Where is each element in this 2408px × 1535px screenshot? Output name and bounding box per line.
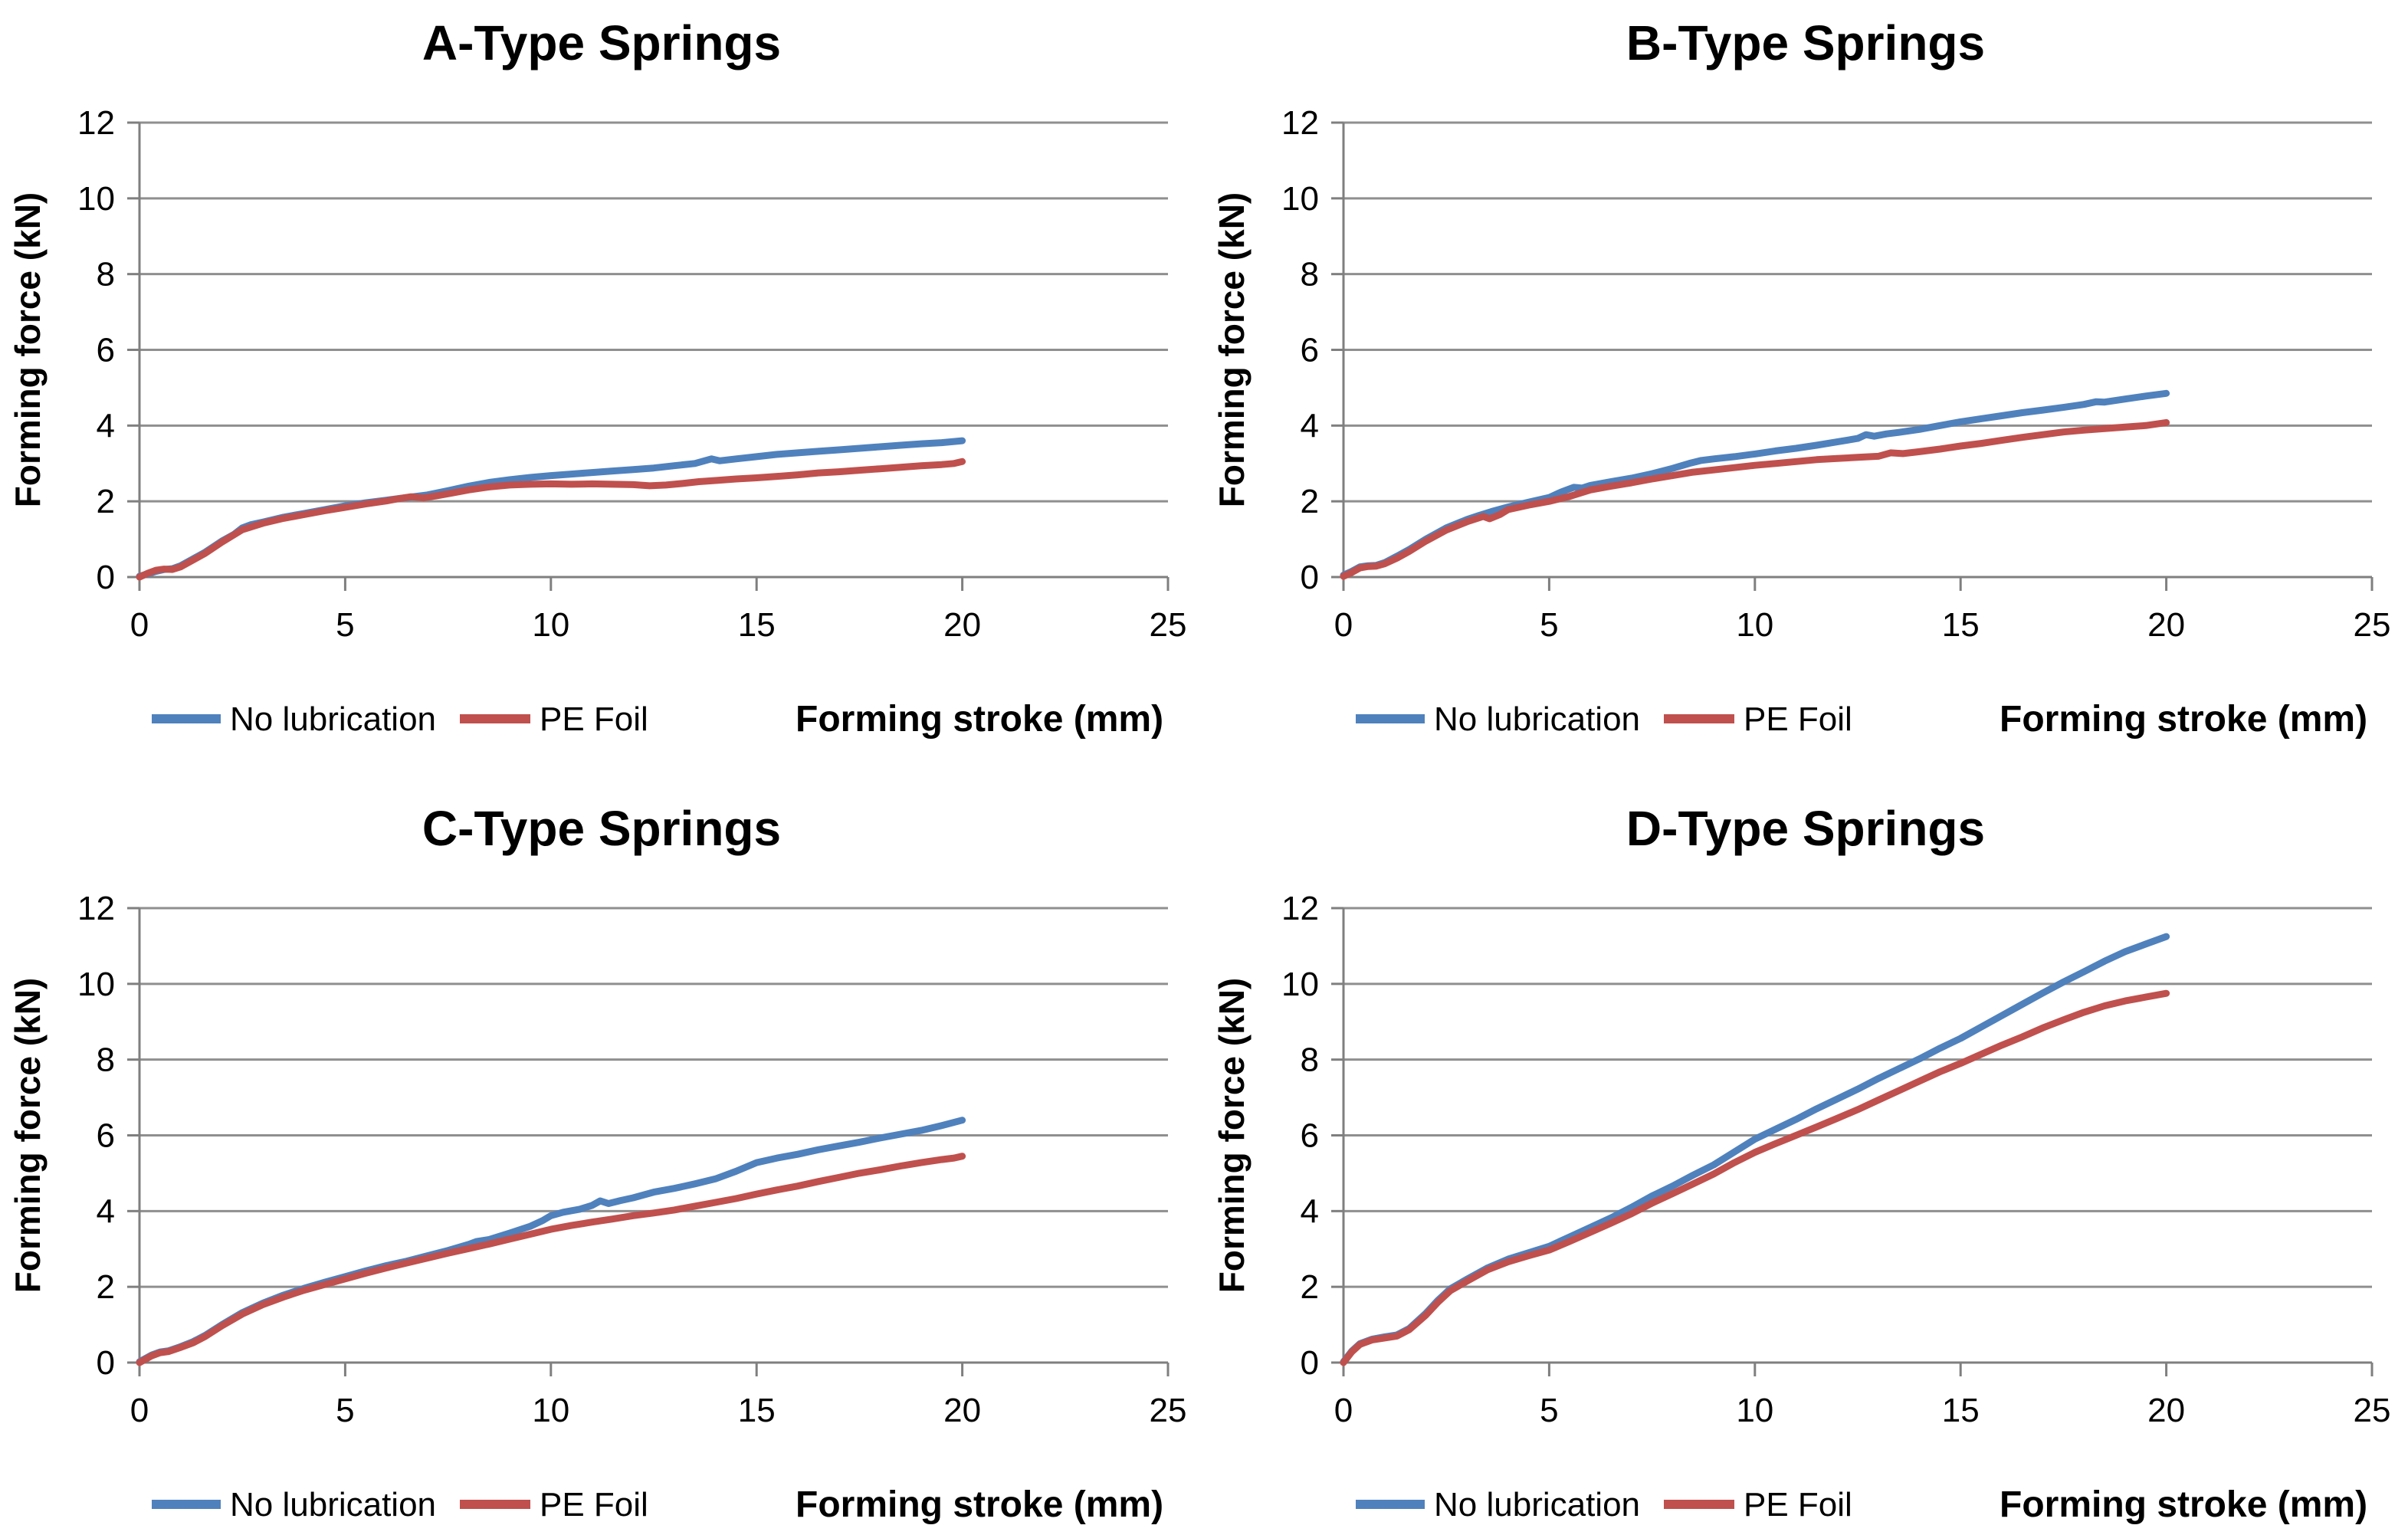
legend-label: PE Foil [540,1486,648,1524]
series-line-pe-foil [136,1153,966,1366]
legend-item-pe-foil: PE Foil [460,700,648,738]
y-tick-label: 10 [1281,966,1319,1003]
y-tick-label: 4 [1301,407,1319,444]
y-tick-label: 0 [1301,559,1319,596]
y-tick-label: 6 [1301,332,1319,369]
y-tick-label: 8 [1301,256,1319,294]
series-line-no-lubrication [136,437,966,580]
x-tick-label: 10 [532,606,569,644]
y-tick-label: 6 [97,1117,115,1155]
chart-title: A-Type Springs [422,15,781,71]
legend-item-no-lubrication: No lubrication [1356,700,1640,738]
y-tick-label: 12 [1281,104,1319,142]
legend-item-pe-foil: PE Foil [1664,1486,1852,1524]
legend-item-pe-foil: PE Foil [1664,700,1852,738]
x-tick-label: 15 [738,606,776,644]
x-tick-label: 15 [738,1392,776,1429]
y-tick-label: 10 [1281,180,1319,218]
legend-item-no-lubrication: No lubrication [152,700,436,738]
y-tick-label: 8 [97,256,115,294]
y-tick-label: 6 [97,332,115,369]
y-tick-label: 8 [97,1041,115,1079]
y-axis-title: Forming force (kN) [8,192,48,507]
chart-a-type-springs: 0 5 10 15 20 25 0 2 4 6 8 10 12 A-Type Springs Forming… [0,0,1204,766]
y-tick-label: 0 [97,1344,115,1382]
x-tick-label: 20 [943,606,981,644]
y-tick-label: 10 [77,180,115,218]
y-tick-label: 12 [1281,890,1319,927]
x-tick-label: 0 [130,1392,149,1429]
y-tick-label: 0 [97,559,115,596]
chart-canvas: 0 5 10 15 20 25 0 2 4 6 8 10 12 D-Type Springs Forming… [1212,801,2391,1525]
legend-item-no-lubrication: No lubrication [152,1486,436,1524]
legend-label: PE Foil [540,700,648,738]
y-tick-label: 2 [97,1268,115,1306]
y-tick-label: 8 [1301,1041,1319,1079]
chart-canvas: 0 5 10 15 20 25 0 2 4 6 8 10 12 B-Type Springs Forming… [1212,15,2391,740]
y-tick-label: 4 [1301,1192,1319,1230]
x-axis-title: Forming stroke (mm) [796,1484,1163,1525]
y-tick-label: 2 [1301,483,1319,520]
y-tick-label: 4 [97,1192,115,1230]
chart-canvas: 0 5 10 15 20 25 0 2 4 6 8 10 12 A-Type Springs Forming… [8,15,1187,740]
x-tick-label: 5 [336,1392,354,1429]
chart-title: B-Type Springs [1626,15,1985,71]
x-tick-label: 25 [1150,606,1187,644]
y-tick-label: 0 [1301,1344,1319,1382]
x-tick-label: 0 [1334,1392,1353,1429]
x-axis-title: Forming stroke (mm) [2000,1484,2367,1525]
series-line-no-lubrication [1340,389,2170,579]
legend-label: No lubrication [230,700,436,738]
chart-title: D-Type Springs [1626,801,1985,856]
x-axis-title: Forming stroke (mm) [796,699,1163,740]
legend-item-pe-foil: PE Foil [460,1486,648,1524]
x-tick-label: 15 [1942,606,1980,644]
legend-label: No lubrication [1434,1486,1640,1524]
x-tick-label: 10 [1736,606,1773,644]
x-tick-label: 0 [1334,606,1353,644]
x-tick-label: 25 [1150,1392,1187,1429]
x-tick-label: 25 [2354,606,2391,644]
y-tick-label: 6 [1301,1117,1319,1155]
chart-b-type-springs: 0 5 10 15 20 25 0 2 4 6 8 10 12 B-Type Springs Forming… [1204,0,2408,766]
y-tick-label: 4 [97,407,115,444]
x-tick-label: 0 [130,606,149,644]
x-tick-label: 25 [2354,1392,2391,1429]
legend-label: No lubrication [1434,700,1640,738]
y-tick-label: 12 [77,104,115,142]
chart-d-type-springs: 0 5 10 15 20 25 0 2 4 6 8 10 12 D-Type Springs Forming… [1204,766,2408,1535]
series-line-pe-foil [1340,989,2170,1366]
legend-label: PE Foil [1744,700,1852,738]
series-line-no-lubrication [136,1117,966,1366]
chart-canvas: 0 5 10 15 20 25 0 2 4 6 8 10 12 C-Type Springs Forming… [8,801,1187,1525]
y-axis-title: Forming force (kN) [1212,978,1252,1293]
y-tick-label: 2 [1301,1268,1319,1306]
series-line-pe-foil [136,458,966,581]
x-tick-label: 10 [1736,1392,1773,1429]
y-tick-label: 2 [97,483,115,520]
y-tick-label: 12 [77,890,115,927]
y-axis-title: Forming force (kN) [1212,192,1252,507]
legend-label: PE Foil [1744,1486,1852,1524]
x-tick-label: 20 [2147,606,2185,644]
x-tick-label: 15 [1942,1392,1980,1429]
x-tick-label: 5 [1540,606,1558,644]
y-axis-title: Forming force (kN) [8,978,48,1293]
legend-item-no-lubrication: No lubrication [1356,1486,1640,1524]
chart-title: C-Type Springs [422,801,781,856]
chart-c-type-springs: 0 5 10 15 20 25 0 2 4 6 8 10 12 C-Type Springs Forming… [0,766,1204,1535]
x-tick-label: 10 [532,1392,569,1429]
x-tick-label: 20 [2147,1392,2185,1429]
x-tick-label: 5 [336,606,354,644]
x-tick-label: 20 [943,1392,981,1429]
x-axis-title: Forming stroke (mm) [2000,699,2367,740]
series-line-pe-foil [1340,418,2170,580]
legend-label: No lubrication [230,1486,436,1524]
y-tick-label: 10 [77,966,115,1003]
x-tick-label: 5 [1540,1392,1558,1429]
